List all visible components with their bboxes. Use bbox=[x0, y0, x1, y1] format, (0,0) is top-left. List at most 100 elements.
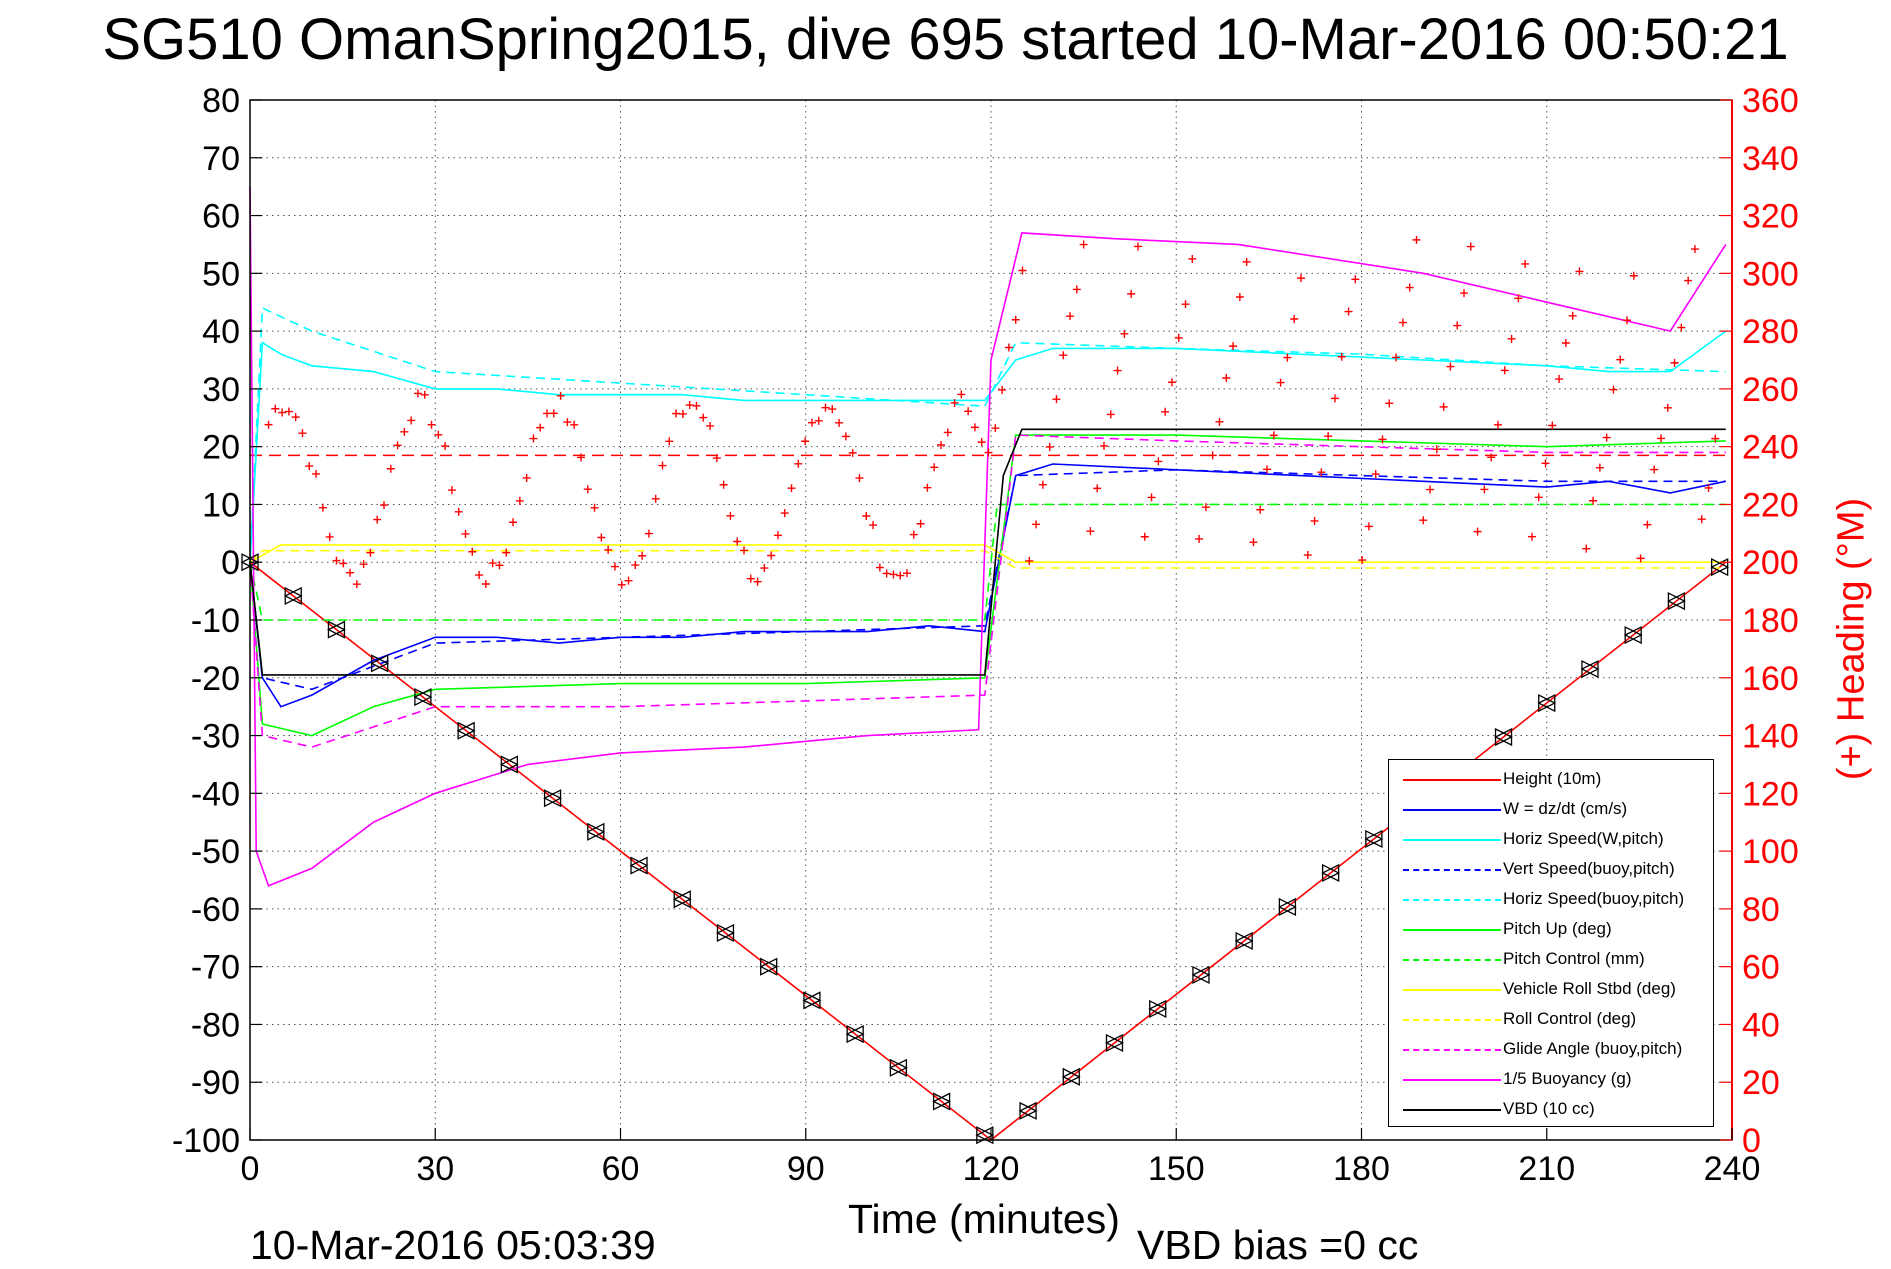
legend-swatch bbox=[1403, 839, 1501, 841]
legend-swatch bbox=[1403, 899, 1501, 901]
height-marker bbox=[629, 856, 649, 875]
heading-marker bbox=[1398, 318, 1407, 327]
heading-marker bbox=[1405, 283, 1414, 292]
legend-item: VBD (10 cc) bbox=[1389, 1094, 1713, 1124]
heading-marker bbox=[719, 480, 728, 489]
heading-marker bbox=[1521, 259, 1530, 268]
heading-marker bbox=[1616, 355, 1625, 364]
x-tick-label: 120 bbox=[963, 1150, 1020, 1188]
y-tick-label: -10 bbox=[191, 602, 240, 640]
heading-marker bbox=[1358, 556, 1367, 565]
series-line-6 bbox=[249, 503, 1726, 621]
heading-marker bbox=[515, 496, 524, 505]
legend-item: Pitch Control (mm) bbox=[1389, 944, 1713, 974]
heading-marker bbox=[1174, 333, 1183, 342]
heading-marker bbox=[1480, 485, 1489, 494]
heading-marker bbox=[753, 577, 762, 586]
heading-marker bbox=[291, 413, 300, 422]
heading-marker bbox=[271, 404, 280, 413]
heading-marker bbox=[447, 486, 456, 495]
y2-tick-label: 180 bbox=[1742, 602, 1799, 640]
legend-item: Height (10m) bbox=[1389, 764, 1713, 794]
legend-label: Horiz Speed(W,pitch) bbox=[1503, 829, 1664, 848]
heading-marker bbox=[780, 509, 789, 518]
heading-marker bbox=[1500, 366, 1509, 375]
heading-marker bbox=[896, 571, 905, 580]
heading-marker bbox=[1670, 358, 1679, 367]
heading-marker bbox=[386, 464, 395, 473]
heading-marker bbox=[617, 580, 626, 589]
heading-marker bbox=[427, 420, 436, 429]
legend-label: W = dz/dt (cm/s) bbox=[1503, 799, 1628, 818]
y2-tick-label: 280 bbox=[1742, 313, 1799, 351]
height-marker bbox=[1191, 965, 1211, 984]
heading-marker bbox=[1364, 522, 1373, 531]
y2-tick-label: 200 bbox=[1742, 544, 1799, 582]
y2-tick-label: 120 bbox=[1742, 775, 1799, 813]
legend-swatch bbox=[1403, 1019, 1501, 1021]
heading-marker bbox=[373, 515, 382, 524]
heading-marker bbox=[841, 432, 850, 441]
heading-marker bbox=[481, 579, 490, 588]
height-marker bbox=[1061, 1067, 1081, 1086]
heading-marker bbox=[1059, 351, 1068, 360]
y-tick-label: -20 bbox=[191, 660, 240, 698]
series-line-2 bbox=[249, 330, 1727, 563]
heading-marker bbox=[1276, 378, 1285, 387]
y-tick-label: -50 bbox=[191, 833, 240, 871]
y-tick-label: -90 bbox=[191, 1064, 240, 1102]
heading-marker bbox=[366, 548, 375, 557]
heading-marker bbox=[1412, 235, 1421, 244]
heading-marker bbox=[1337, 352, 1346, 361]
heading-marker bbox=[638, 551, 647, 560]
heading-marker bbox=[549, 409, 558, 418]
heading-marker bbox=[284, 407, 293, 416]
heading-marker bbox=[882, 569, 891, 578]
height-marker bbox=[370, 654, 390, 673]
heading-marker bbox=[298, 429, 307, 438]
height-marker bbox=[326, 620, 346, 639]
legend-swatch bbox=[1403, 779, 1501, 781]
heading-marker bbox=[339, 559, 348, 568]
heading-marker bbox=[1290, 315, 1299, 324]
heading-marker bbox=[787, 484, 796, 493]
heading-marker bbox=[875, 563, 884, 572]
heading-marker bbox=[672, 409, 681, 418]
legend: Height (10m) W = dz/dt (cm/s) Horiz Speed(… bbox=[1388, 759, 1714, 1127]
heading-marker bbox=[936, 441, 945, 450]
heading-marker bbox=[610, 562, 619, 571]
heading-marker bbox=[576, 453, 585, 462]
height-marker bbox=[1494, 727, 1513, 747]
heading-marker bbox=[1167, 378, 1176, 387]
heading-marker bbox=[1303, 551, 1312, 560]
heading-marker bbox=[1704, 483, 1713, 492]
heading-marker bbox=[807, 418, 816, 427]
heading-marker bbox=[909, 530, 918, 539]
y2-tick-label: 360 bbox=[1742, 82, 1799, 120]
heading-marker bbox=[1310, 516, 1319, 525]
heading-marker bbox=[407, 416, 416, 425]
heading-marker bbox=[346, 568, 355, 577]
heading-marker bbox=[1269, 431, 1278, 440]
heading-marker bbox=[1025, 556, 1034, 565]
heading-marker bbox=[1487, 453, 1496, 462]
heading-marker bbox=[1038, 480, 1047, 489]
series-line-11 bbox=[249, 428, 1726, 676]
heading-marker bbox=[930, 463, 939, 472]
heading-marker bbox=[1045, 442, 1054, 451]
heading-marker bbox=[1711, 434, 1720, 443]
heading-marker bbox=[1534, 493, 1543, 502]
heading-marker bbox=[794, 459, 803, 468]
heading-marker bbox=[984, 448, 993, 457]
heading-marker bbox=[1133, 242, 1142, 251]
heading-marker bbox=[1249, 538, 1258, 547]
heading-marker bbox=[495, 561, 504, 570]
heading-marker bbox=[1324, 432, 1333, 441]
heading-marker bbox=[1582, 544, 1591, 553]
height-marker bbox=[1580, 659, 1600, 679]
heading-marker bbox=[556, 391, 565, 400]
heading-marker bbox=[1548, 421, 1557, 430]
series-line-9 bbox=[249, 434, 1726, 748]
x-tick-label: 0 bbox=[241, 1150, 260, 1188]
heading-marker bbox=[332, 556, 341, 565]
